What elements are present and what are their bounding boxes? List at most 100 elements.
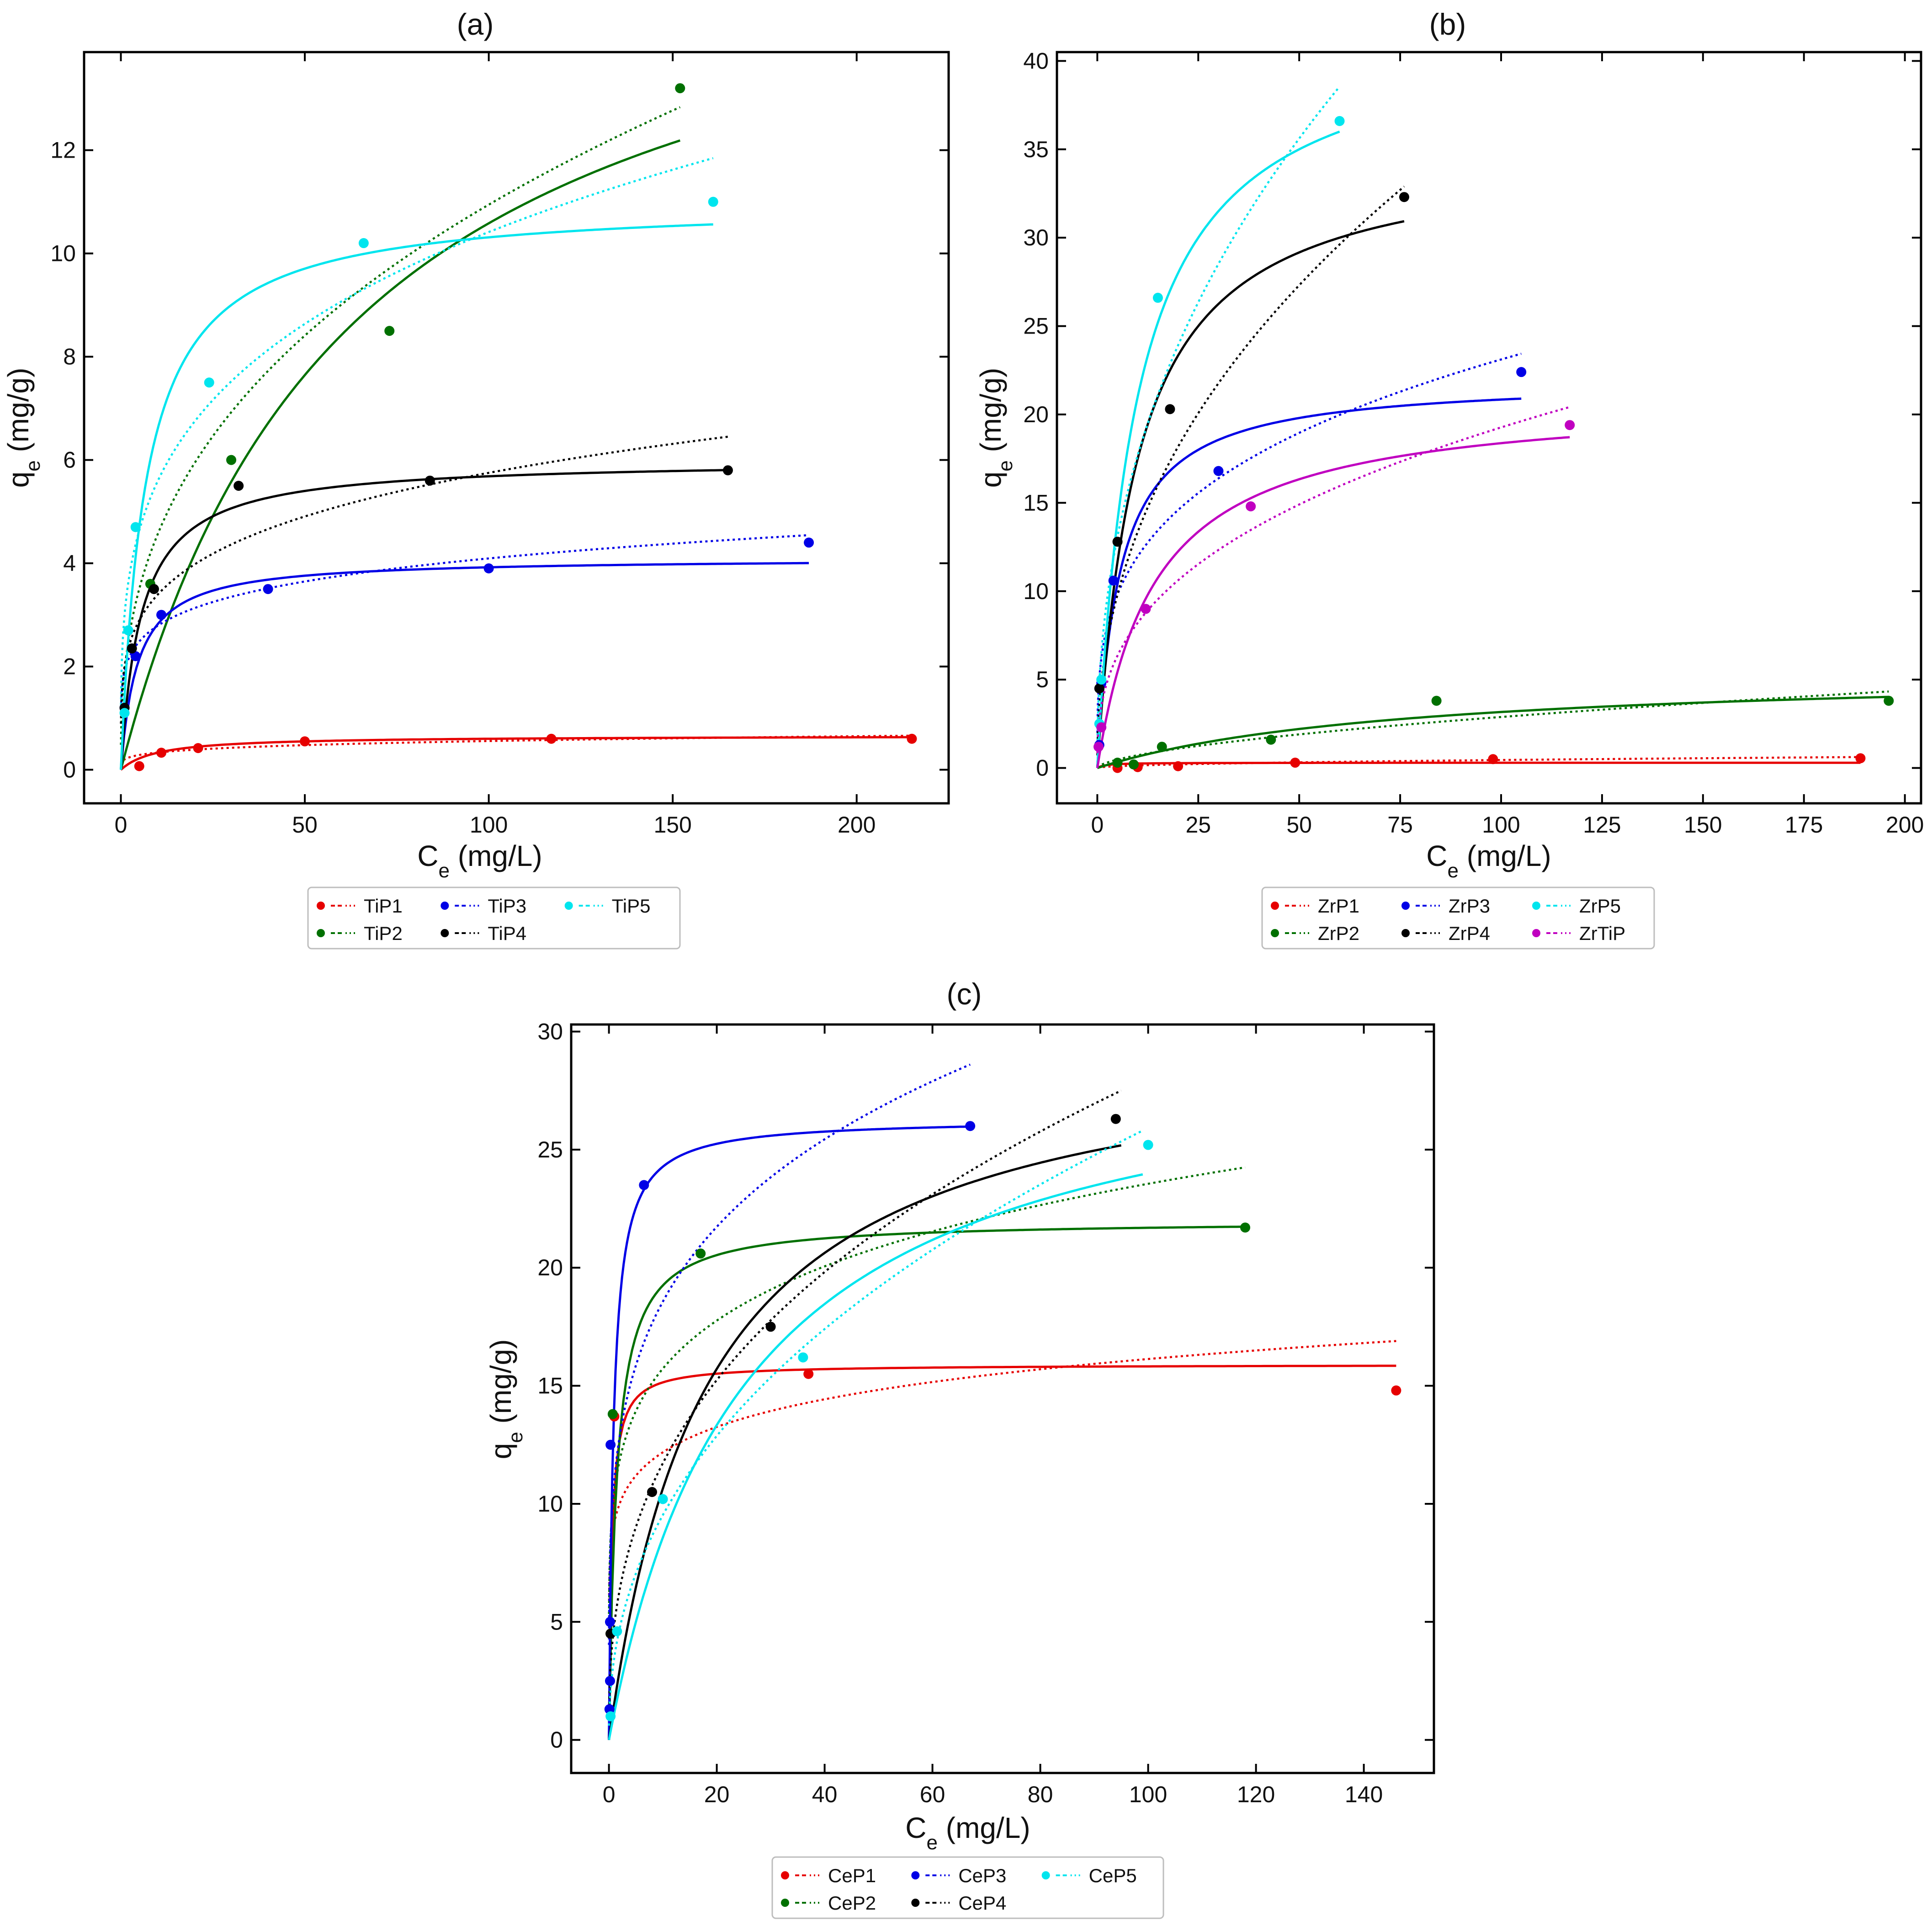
tip2-legend-label: TiP2 (364, 923, 403, 944)
y-axis-label-unit: (mg/g) (974, 368, 1007, 461)
tip3-data-point (804, 537, 814, 548)
cep5-data-point (658, 1494, 668, 1504)
y-tick-label: 5 (1036, 667, 1049, 692)
zrp2-data-point (1128, 759, 1139, 770)
zrp5-freundlich-line (1096, 85, 1341, 752)
cep5-data-point (612, 1626, 622, 1636)
tip3-legend-marker (441, 902, 449, 910)
tip2-data-point (226, 455, 237, 465)
tip5-legend-marker (564, 902, 573, 910)
x-axis-label-sub: e (439, 860, 450, 882)
zrp2-langmuir-line (1097, 695, 1889, 769)
tip1-freundlich-line (120, 734, 912, 765)
x-tick-label: 200 (1886, 812, 1924, 838)
zrp1-data-point (1173, 761, 1184, 771)
cep3-data-point (639, 1180, 649, 1190)
y-tick-label: 15 (537, 1373, 563, 1399)
tip5-langmuir-line (120, 223, 713, 770)
cep3-data-point (605, 1439, 616, 1450)
zrtip-data-point (1141, 604, 1151, 614)
tip4-data-point (722, 465, 733, 476)
cep1-legend-marker (781, 1871, 789, 1879)
zrp3-langmuir-line (1096, 397, 1522, 768)
legend-box (307, 886, 681, 950)
cep4-freundlich-line (608, 1089, 1122, 1715)
cep4-legend-marker (911, 1899, 920, 1907)
y-axis-label-sub: e (994, 460, 1017, 471)
y-tick-label: 35 (1023, 137, 1049, 162)
y-axis-label-unit: (mg/g) (484, 1339, 517, 1432)
y-axis-label-main: q (2, 472, 35, 488)
y-tick-label: 25 (537, 1137, 563, 1162)
zrp2-data-point (1112, 758, 1123, 768)
tip2-data-point (384, 326, 395, 336)
x-tick-label: 60 (920, 1782, 945, 1807)
zrp5-data-point (1334, 116, 1345, 126)
zrtip-freundlich-line (1096, 406, 1570, 754)
plot-frame (83, 51, 950, 805)
y-tick-label: 10 (1023, 579, 1049, 604)
zrp5-data-point (1096, 674, 1107, 685)
x-tick-label: 200 (838, 812, 876, 838)
y-tick-label: 15 (1023, 490, 1049, 515)
cep3-data-point (965, 1121, 976, 1131)
zrp4-legend-marker (1401, 929, 1410, 937)
tip3-freundlich-line (120, 534, 809, 714)
cep4-legend-label: CeP4 (958, 1892, 1006, 1914)
fit-curves (608, 1063, 1396, 1741)
zrp4-data-point (1399, 192, 1409, 202)
cep2-data-point (695, 1248, 706, 1259)
tip2-legend-marker (317, 929, 325, 937)
cep3-freundlich-line (608, 1063, 971, 1645)
tip5-data-point (708, 196, 718, 207)
zrp3-freundlich-line (1096, 352, 1522, 733)
tip5-data-point (358, 238, 369, 249)
zrp2-data-point (1884, 695, 1894, 706)
cep2-data-point (607, 1409, 618, 1419)
cep1-langmuir-line (608, 1364, 1396, 1740)
cep1-freundlich-line (608, 1340, 1396, 1601)
x-tick-label: 0 (115, 812, 127, 838)
tip3-data-point (483, 563, 494, 573)
zrtip-data-point (1565, 420, 1575, 430)
x-axis-label: Ce (mg/L) (905, 1811, 1030, 1854)
cep4-data-point (765, 1322, 776, 1332)
cep2-legend-label: CeP2 (828, 1892, 876, 1914)
plot-frame (570, 1023, 1435, 1774)
x-axis-label-unit: (mg/L) (1459, 839, 1551, 872)
x-tick-label: 0 (1091, 812, 1104, 838)
tip1-data-point (156, 748, 167, 758)
tip1-data-point (907, 733, 917, 744)
legend: ZrP1 ZrP2 ZrP3 ZrP4 ZrP5 ZrTiP (1261, 886, 1655, 950)
zrp5-legend-marker (1532, 902, 1540, 910)
y-tick-label: 30 (537, 1019, 563, 1045)
zrp2-legend-marker (1271, 929, 1279, 937)
chart-panel-b: (b) 0 25 50 75 100 125 150 175 200 0 5 10 15 20 25 30 35 4… (974, 7, 1924, 950)
zrp1-data-point (1488, 754, 1498, 764)
tip4-data-point (234, 481, 244, 491)
x-tick-label: 25 (1185, 812, 1211, 838)
x-axis-label-unit: (mg/L) (938, 1811, 1030, 1844)
cep4-data-point (647, 1487, 657, 1497)
tip4-freundlich-line (120, 435, 728, 724)
tip5-data-point (119, 708, 130, 718)
zrp1-legend-label: ZrP1 (1318, 895, 1359, 917)
y-tick-label: 25 (1023, 313, 1049, 339)
cep4-data-point (1110, 1114, 1121, 1124)
x-tick-label: 80 (1028, 1782, 1053, 1807)
tip5-legend-label: TiP5 (612, 895, 651, 917)
x-tick-label: 50 (1286, 812, 1312, 838)
x-axis-label-sub: e (927, 1831, 938, 1854)
zrp3-legend-label: ZrP3 (1449, 895, 1490, 917)
x-tick-label: 125 (1583, 812, 1621, 838)
x-axis-label-main: C (1426, 839, 1447, 872)
zrtip-data-point (1096, 722, 1107, 732)
y-tick-label: 12 (50, 138, 76, 163)
tip1-data-point (193, 743, 203, 754)
legend: CeP1 CeP2 CeP3 CeP4 CeP5 (771, 1856, 1164, 1919)
y-axis-label-sub: e (504, 1432, 527, 1443)
zrp1-data-point (1290, 758, 1300, 768)
chart-panel-c: (c) 0 20 40 60 80 100 120 140 0 5 10 15 20 25 30 Ce (mg/… (484, 977, 1435, 1919)
cep5-legend-label: CeP5 (1089, 1865, 1137, 1886)
